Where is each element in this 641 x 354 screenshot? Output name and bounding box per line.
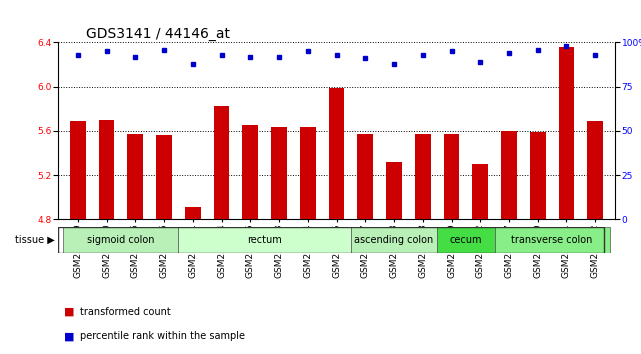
Bar — [300, 127, 315, 219]
Text: ascending colon: ascending colon — [354, 235, 434, 245]
Text: transformed count: transformed count — [80, 307, 171, 316]
Bar — [63, 227, 178, 253]
Text: ■: ■ — [64, 331, 74, 341]
Bar — [415, 134, 431, 219]
Bar — [444, 134, 460, 219]
Text: percentile rank within the sample: percentile rank within the sample — [80, 331, 245, 341]
Bar — [156, 136, 172, 219]
Text: rectum: rectum — [247, 235, 282, 245]
Bar — [386, 162, 402, 219]
Bar — [99, 120, 115, 219]
Bar — [213, 105, 229, 219]
Bar — [437, 227, 495, 253]
Bar — [501, 131, 517, 219]
Text: transverse colon: transverse colon — [512, 235, 593, 245]
Bar — [70, 121, 86, 219]
Text: ■: ■ — [64, 307, 74, 316]
Bar — [495, 227, 610, 253]
Text: sigmoid colon: sigmoid colon — [87, 235, 154, 245]
Bar — [185, 207, 201, 219]
Bar — [472, 164, 488, 219]
Bar — [587, 121, 603, 219]
Bar — [358, 134, 373, 219]
Bar — [530, 132, 545, 219]
Bar — [242, 125, 258, 219]
Text: GDS3141 / 44146_at: GDS3141 / 44146_at — [86, 28, 229, 41]
Bar — [178, 227, 351, 253]
Bar — [271, 127, 287, 219]
Bar — [558, 47, 574, 219]
Bar — [128, 134, 143, 219]
Bar — [329, 88, 344, 219]
Text: tissue ▶: tissue ▶ — [15, 235, 54, 245]
Bar — [351, 227, 437, 253]
Text: cecum: cecum — [449, 235, 482, 245]
